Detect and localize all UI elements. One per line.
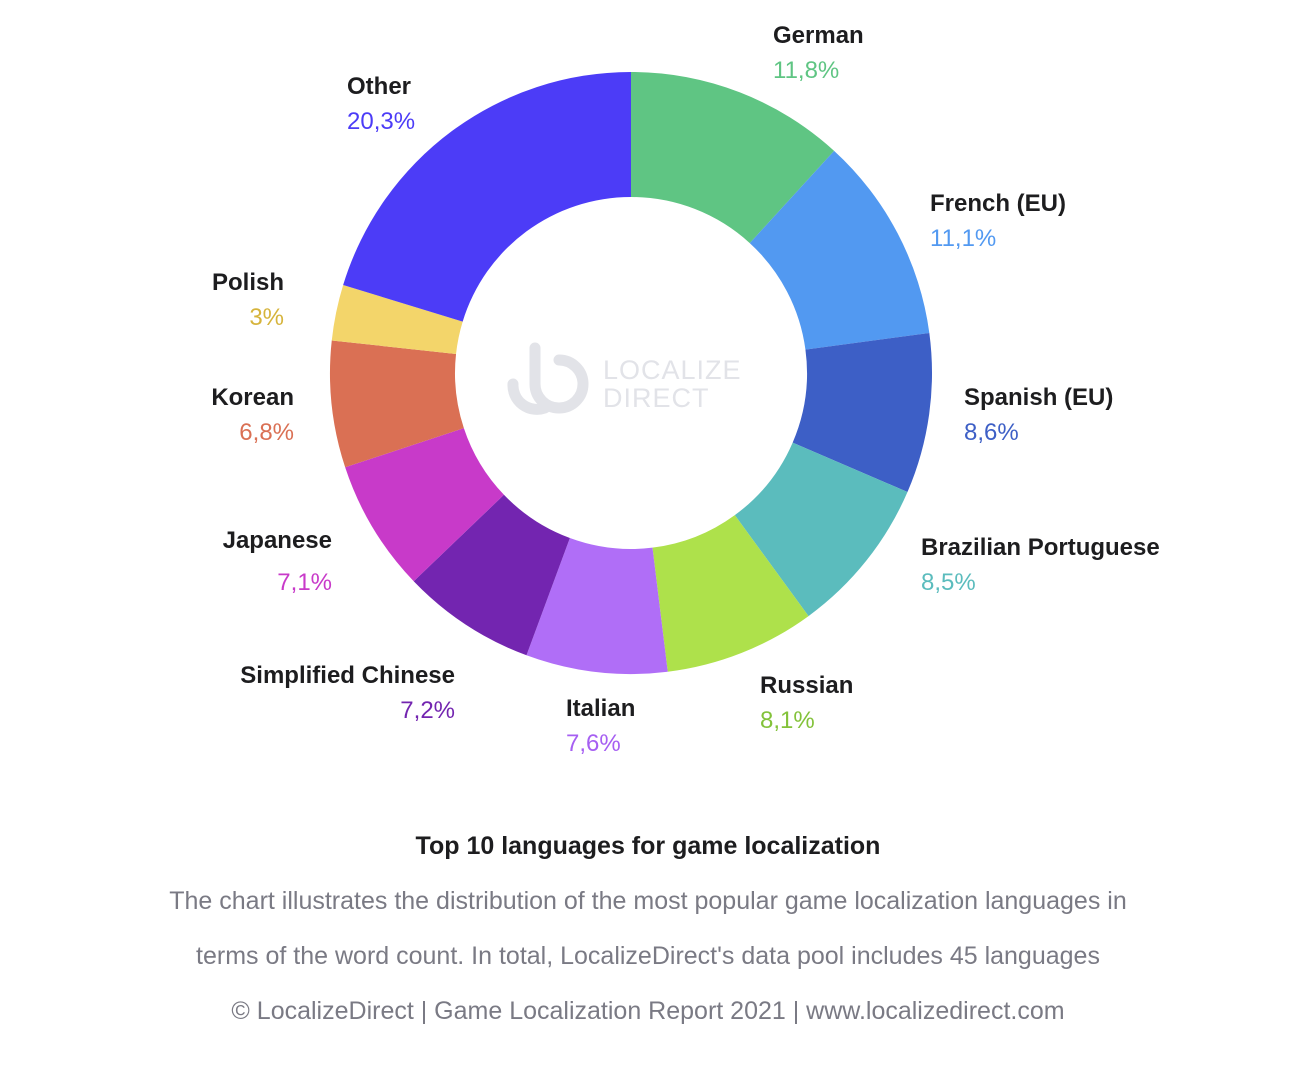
label-brazilian-portuguese: Brazilian Portuguese 8,5% <box>921 534 1160 597</box>
watermark-logo: LOCALIZE DIRECT <box>505 340 755 420</box>
slice-german <box>631 72 835 244</box>
label-japanese: Japanese 7,1% <box>180 527 332 597</box>
label-name: Japanese <box>222 527 332 554</box>
slice-brazilian-portuguese <box>734 442 908 617</box>
slice-japanese <box>345 428 504 582</box>
slice-korean <box>330 340 464 468</box>
label-name: Other <box>347 73 412 100</box>
label-german: German 11,8% <box>773 22 864 85</box>
chart-caption-line1: The chart illustrates the distribution o… <box>169 887 1127 915</box>
label-value: 20,3% <box>347 108 416 135</box>
label-name: Polish <box>211 269 284 296</box>
slice-russian <box>652 515 809 672</box>
label-spanish-eu: Spanish (EU) 8,6% <box>964 384 1113 447</box>
slice-polish <box>331 285 463 354</box>
label-value: 7,1% <box>277 569 332 596</box>
label-value: 8,6% <box>964 419 1019 446</box>
label-value: 7,2% <box>400 697 455 724</box>
label-name: Brazilian Portuguese <box>921 534 1160 561</box>
chart-footer: © LocalizeDirect | Game Localization Rep… <box>231 997 1065 1025</box>
slice-italian <box>526 538 668 674</box>
chart-caption-line2: terms of the word count. In total, Local… <box>196 942 1100 970</box>
label-value: 8,1% <box>760 707 815 734</box>
label-value: 3% <box>249 304 284 331</box>
label-value: 6,8% <box>239 419 294 446</box>
label-simplified-chinese: Simplified Chinese 7,2% <box>210 662 455 725</box>
slice-spanish-eu <box>792 332 932 492</box>
watermark-line1: LOCALIZE <box>603 355 742 385</box>
slice-french-eu <box>749 150 930 350</box>
label-value: 7,6% <box>566 730 621 757</box>
label-value: 11,1% <box>930 225 997 252</box>
label-name: French (EU) <box>930 190 1067 217</box>
label-name: German <box>773 22 864 49</box>
label-korean: Korean 6,8% <box>150 384 294 447</box>
label-value: 11,8% <box>773 57 840 84</box>
label-name: Spanish (EU) <box>964 384 1114 411</box>
label-name: Simplified Chinese <box>240 662 455 689</box>
label-name: Italian <box>566 695 636 722</box>
label-name: Korean <box>211 384 294 411</box>
localizedirect-logo-icon <box>507 342 589 415</box>
slice-simplified-chinese <box>413 494 570 656</box>
label-other: Other 20,3% <box>347 73 415 136</box>
label-french-eu: French (EU) 11,1% <box>930 190 1066 253</box>
label-italian: Italian 7,6% <box>566 695 635 758</box>
label-polish: Polish 3% <box>150 269 284 332</box>
slice-other <box>343 72 631 322</box>
label-russian: Russian 8,1% <box>760 672 853 735</box>
watermark-line2: DIRECT <box>603 383 710 413</box>
label-name: Russian <box>760 672 854 699</box>
label-value: 8,5% <box>921 569 976 596</box>
chart-caption-title: Top 10 languages for game localization <box>415 832 881 860</box>
